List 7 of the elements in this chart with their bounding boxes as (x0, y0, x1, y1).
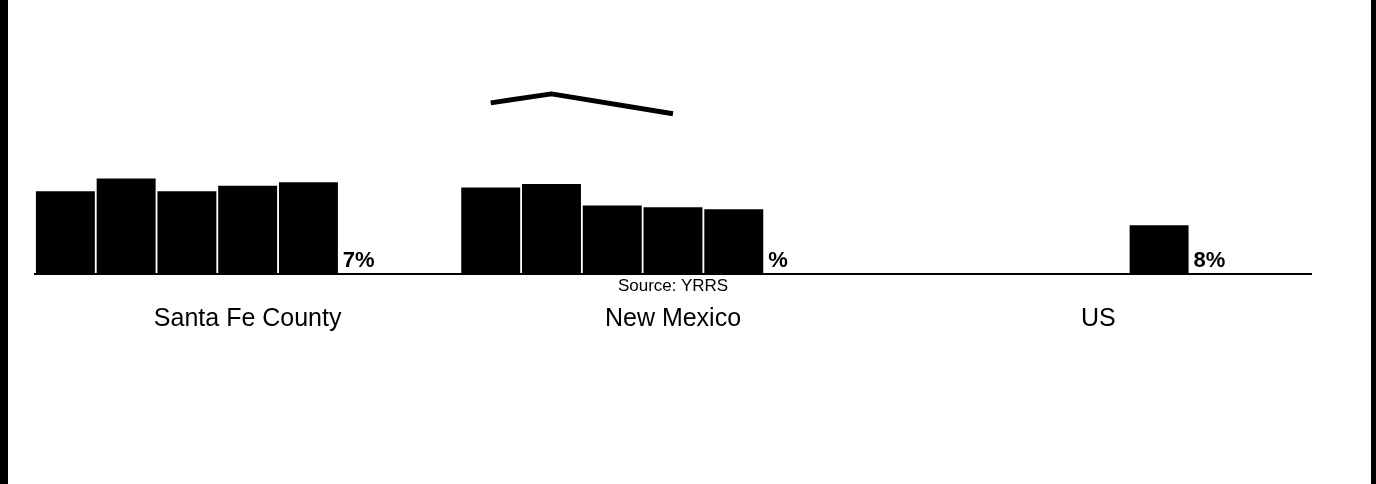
annotation: % (768, 247, 788, 273)
annotation: 8% (1193, 247, 1226, 273)
x-tick-label: US (1080, 302, 1116, 331)
x-tick-label: New Mexico (604, 302, 742, 331)
x-tick-label: Santa Fe County (153, 302, 342, 331)
source-note: Source: YRRS (617, 276, 729, 296)
annotation: 7% (342, 247, 375, 273)
